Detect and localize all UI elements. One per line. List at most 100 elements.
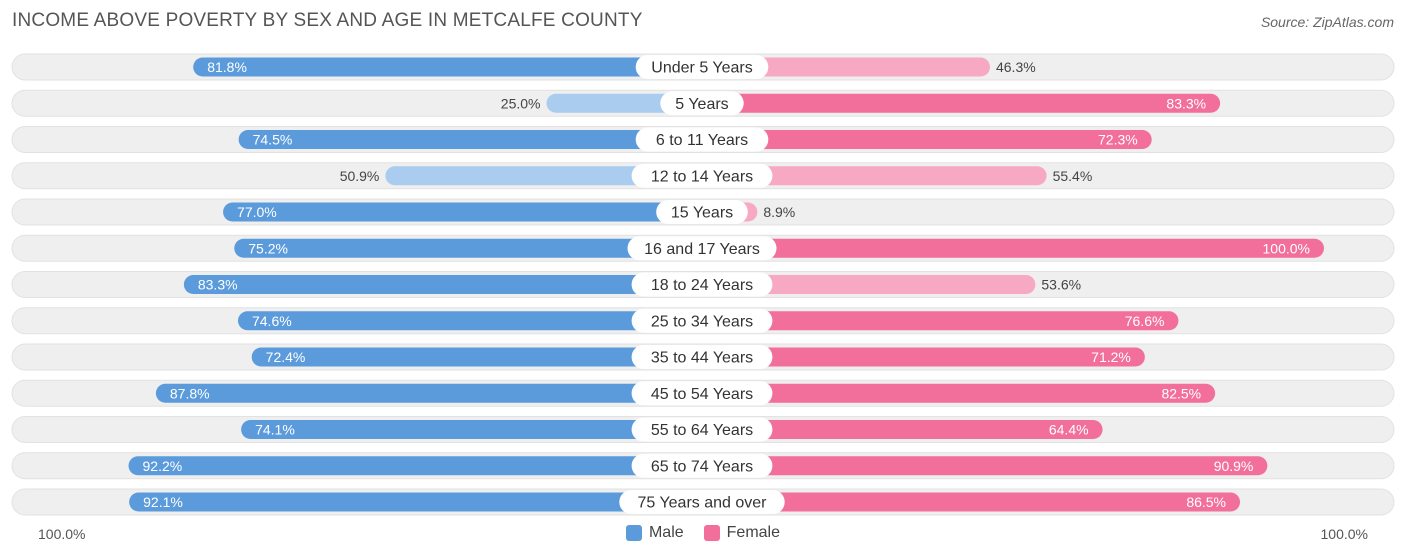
bar-female xyxy=(702,420,1103,439)
legend-item-male[interactable]: Male xyxy=(625,524,684,542)
value-label-female: 72.3% xyxy=(1098,132,1138,148)
category-pill xyxy=(635,55,769,79)
bar-female xyxy=(702,275,1036,294)
value-label-male: 74.5% xyxy=(253,132,293,148)
bar-male xyxy=(237,311,702,331)
bar-male xyxy=(129,492,702,512)
category-pill xyxy=(631,417,773,442)
value-label-male: 72.4% xyxy=(266,349,306,365)
category-label: 15 Years xyxy=(671,205,733,222)
row-1: 25.0% 83.3% 5 Years xyxy=(11,89,1395,117)
bar-male xyxy=(193,57,703,77)
legend: Male Female xyxy=(0,524,1406,542)
axis-right-label: 100.0% xyxy=(1320,526,1368,542)
category-label: 55 to 64 Years xyxy=(651,422,753,439)
value-label-female: 83.3% xyxy=(1166,95,1206,111)
bar-female xyxy=(702,166,1047,186)
value-label-female: 71.2% xyxy=(1091,349,1131,365)
category-label: 75 Years and over xyxy=(638,495,768,512)
category-pill xyxy=(635,127,769,152)
bar-female xyxy=(702,311,1179,331)
value-label-female: 76.6% xyxy=(1125,313,1165,329)
row-5: 75.2% 100.0% 16 and 17 Years xyxy=(11,234,1395,262)
value-label-male: 75.2% xyxy=(248,240,288,256)
row-11: 92.2% 90.9% 65 to 74 Years xyxy=(11,452,1395,480)
legend-swatch-male xyxy=(625,525,642,541)
category-pill xyxy=(631,453,773,478)
value-label-female: 90.9% xyxy=(1214,458,1254,474)
value-label-male: 92.2% xyxy=(143,458,183,474)
category-pill xyxy=(627,236,777,261)
category-pill xyxy=(631,308,773,333)
bar-male xyxy=(241,420,702,439)
value-label-female: 86.5% xyxy=(1186,494,1226,510)
category-label: 25 to 34 Years xyxy=(651,313,753,330)
bar-female xyxy=(702,347,1145,367)
source-note: Source: ZipAtlas.com xyxy=(1260,14,1394,30)
category-pill xyxy=(631,345,773,369)
legend-label-female: Female xyxy=(726,524,781,541)
chart-title: INCOME ABOVE POVERTY BY SEX AND AGE IN M… xyxy=(12,10,643,31)
value-label-male: 74.6% xyxy=(252,313,292,329)
row-6: 83.3% 53.6% 18 to 24 Years xyxy=(11,271,1395,298)
value-label-male: 50.9% xyxy=(340,168,380,184)
value-label-female: 64.4% xyxy=(1049,422,1089,438)
row-2: 74.5% 72.3% 6 to 11 Years xyxy=(11,126,1395,153)
value-label-female: 82.5% xyxy=(1161,385,1201,401)
value-label-male: 77.0% xyxy=(237,204,277,220)
value-label-female: 53.6% xyxy=(1041,277,1081,293)
bar-female xyxy=(702,456,1268,476)
bar-male xyxy=(251,347,702,367)
row-3: 50.9% 55.4% 12 to 14 Years xyxy=(11,162,1395,190)
category-label: 18 to 24 Years xyxy=(651,277,753,294)
row-12: 92.1% 86.5% 75 Years and over xyxy=(11,488,1395,516)
category-pill xyxy=(656,200,748,224)
bar-female xyxy=(702,93,1221,113)
bar-female xyxy=(702,383,1216,403)
value-label-male: 92.1% xyxy=(143,494,183,510)
bar-male xyxy=(234,238,703,258)
legend-item-female[interactable]: Female xyxy=(703,524,781,542)
bar-male xyxy=(238,130,703,149)
bar-male xyxy=(128,456,703,476)
bar-female xyxy=(702,238,1324,258)
value-label-female: 8.9% xyxy=(763,204,795,220)
bar-male xyxy=(385,166,702,186)
category-label: 65 to 74 Years xyxy=(651,458,753,475)
value-label-female: 55.4% xyxy=(1053,168,1093,184)
value-label-male: 81.8% xyxy=(207,59,247,75)
row-9: 87.8% 82.5% 45 to 54 Years xyxy=(11,379,1395,407)
bar-male xyxy=(223,202,702,222)
bar-male xyxy=(183,275,702,294)
row-8: 72.4% 71.2% 35 to 44 Years xyxy=(11,343,1395,371)
bar-female xyxy=(702,57,990,77)
category-pill xyxy=(660,91,744,116)
row-10: 74.1% 64.4% 55 to 64 Years xyxy=(11,416,1395,443)
category-pill xyxy=(619,490,785,514)
category-label: 6 to 11 Years xyxy=(656,132,748,149)
category-label: 5 Years xyxy=(675,96,728,113)
value-label-male: 83.3% xyxy=(198,277,238,293)
row-0: 81.8% 46.3% Under 5 Years xyxy=(11,53,1395,81)
row-4: 77.0% 8.9% 15 Years xyxy=(11,198,1395,226)
bar-male xyxy=(155,383,702,403)
category-pill xyxy=(631,163,773,188)
bar-female xyxy=(702,492,1241,512)
category-label: 12 to 14 Years xyxy=(651,168,753,185)
category-pill xyxy=(631,272,773,297)
value-label-male: 25.0% xyxy=(501,95,541,111)
axis-left-label: 100.0% xyxy=(38,526,86,542)
legend-swatch-female xyxy=(703,525,720,541)
category-label: 35 to 44 Years xyxy=(651,350,753,367)
value-label-female: 100.0% xyxy=(1263,240,1310,256)
row-7: 74.6% 76.6% 25 to 34 Years xyxy=(11,307,1395,335)
category-label: Under 5 Years xyxy=(651,60,752,77)
value-label-male: 87.8% xyxy=(170,385,210,401)
legend-label-male: Male xyxy=(648,524,684,541)
chart: 81.8% 46.3% Under 5 Years 25.0% 83.3% 5 Years… xyxy=(11,53,1395,516)
bar-female xyxy=(702,130,1152,149)
category-label: 45 to 54 Years xyxy=(651,386,753,403)
value-label-female: 46.3% xyxy=(996,59,1036,75)
category-pill xyxy=(631,381,773,406)
category-label: 16 and 17 Years xyxy=(644,241,760,258)
